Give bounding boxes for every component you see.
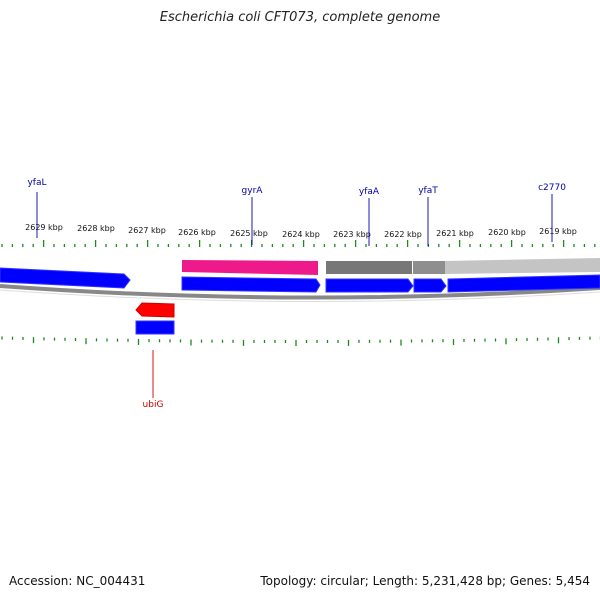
genome-summary-text: Topology: circular; Length: 5,231,428 bp… xyxy=(260,574,590,588)
accession-text: Accession: NC_004431 xyxy=(9,574,146,588)
scale-label: 2627 kbp xyxy=(128,226,166,235)
yfaL-gene-label[interactable]: yfaL xyxy=(27,178,46,188)
scale-label: 2625 kbp xyxy=(230,229,268,238)
gene-feature-block[interactable] xyxy=(135,320,175,335)
yfaA-gene-label[interactable]: yfaA xyxy=(359,187,380,197)
c2770-gene-label[interactable]: c2770 xyxy=(538,183,566,193)
gene-feature-block[interactable] xyxy=(413,278,447,293)
gene-feature-block[interactable] xyxy=(0,267,131,289)
scale-label: 2621 kbp xyxy=(436,229,474,238)
scale-label: 2628 kbp xyxy=(77,224,115,233)
scale-label: 2624 kbp xyxy=(282,230,320,239)
map-title: Escherichia coli CFT073, complete genome xyxy=(159,10,441,25)
gyrA-feature-block[interactable] xyxy=(182,260,318,275)
gene-labels: yfaL gyrA yfaA yfaT c2770 ubiG xyxy=(27,178,566,410)
gyrA-gene-label[interactable]: gyrA xyxy=(242,186,264,196)
scale-ticks-top xyxy=(1,240,596,247)
scale-label: 2619 kbp xyxy=(539,227,577,236)
ubiG-feature-block[interactable] xyxy=(135,302,175,318)
scale-label: 2629 kbp xyxy=(25,223,63,232)
backbone-inner xyxy=(0,289,600,303)
scale-label: 2622 kbp xyxy=(384,230,422,239)
scale-labels: 2629 kbp 2628 kbp 2627 kbp 2626 kbp 2625 kbp… xyxy=(25,223,577,239)
backbone-outer xyxy=(0,284,600,300)
gray-feature-block[interactable] xyxy=(326,261,412,274)
yfaT-gene-label[interactable]: yfaT xyxy=(418,186,438,196)
scale-ticks-bottom xyxy=(1,336,600,346)
scale-label: 2626 kbp xyxy=(178,228,216,237)
gene-feature-block[interactable] xyxy=(447,274,600,293)
scale-label: 2620 kbp xyxy=(488,228,526,237)
gene-feature-block[interactable] xyxy=(325,278,414,293)
gene-feature-block[interactable] xyxy=(181,276,321,293)
gray-feature-block[interactable] xyxy=(413,261,445,274)
scale-label: 2623 kbp xyxy=(333,230,371,239)
gray-feature-block[interactable] xyxy=(445,258,600,274)
ubiG-gene-label[interactable]: ubiG xyxy=(143,400,164,410)
